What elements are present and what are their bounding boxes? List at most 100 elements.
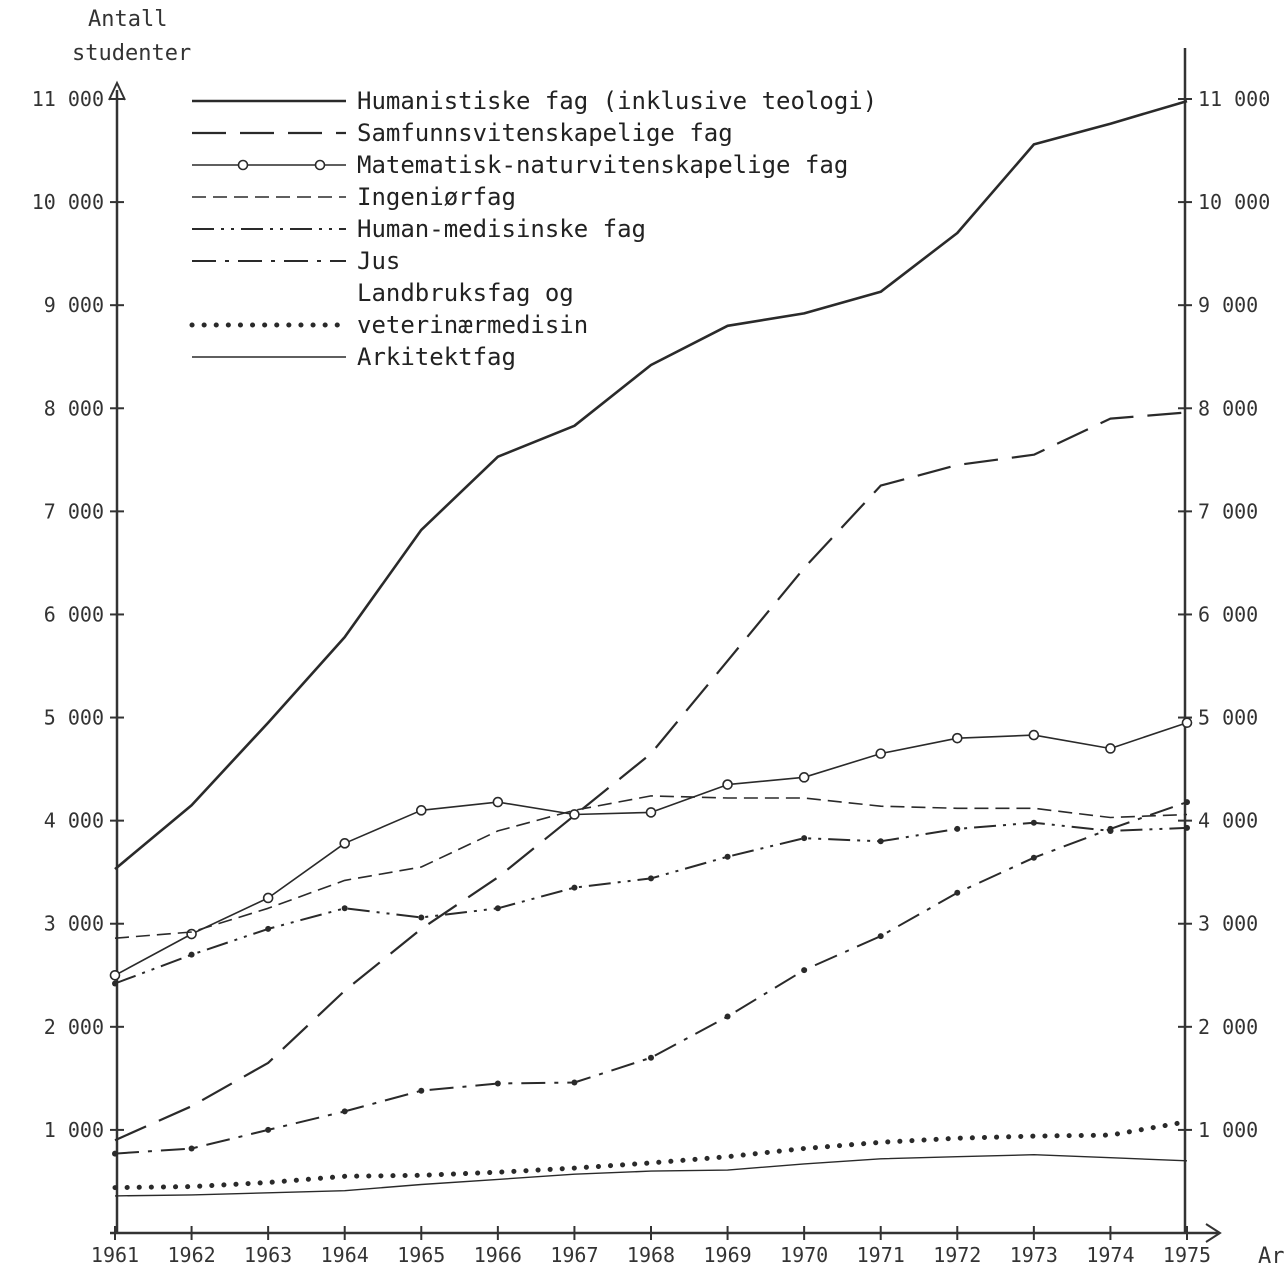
data-point <box>267 1062 269 1064</box>
data-point <box>267 1181 269 1183</box>
data-point <box>571 1079 578 1086</box>
y-tick-label-right: 5 000 <box>1198 706 1258 730</box>
legend-label: Arkitektfag <box>357 343 516 371</box>
x-tick-label: 1972 <box>933 1243 981 1267</box>
data-point <box>418 1087 425 1094</box>
series-7 <box>114 1153 1188 1197</box>
y-tick-label-right: 2 000 <box>1198 1015 1258 1039</box>
y-ticks: 1 000 1 000 2 000 2 000 3 000 3 000 4 000 4 000… <box>32 87 1271 1142</box>
data-point <box>1186 1160 1188 1162</box>
data-point <box>267 722 269 724</box>
data-point <box>267 907 269 909</box>
y-tick-label-right: 7 000 <box>1198 499 1258 523</box>
data-point <box>727 660 729 662</box>
data-point <box>798 772 810 783</box>
legend-label: Landbruksfag og <box>357 279 574 307</box>
data-point <box>1105 743 1116 754</box>
x-ticks: 1961 1962 1963 1964 1965 1966 1967 1968 1969 1970… <box>91 1226 1211 1267</box>
y-axis-left-arrow <box>108 80 126 101</box>
data-point <box>1030 854 1037 861</box>
data-point <box>1033 1154 1035 1156</box>
x-tick-label: 1973 <box>1010 1243 1058 1267</box>
x-tick-label: 1967 <box>550 1243 598 1267</box>
data-point <box>1186 813 1188 815</box>
data-point <box>497 1171 499 1173</box>
series-line <box>114 99 1188 871</box>
data-point <box>497 456 499 458</box>
data-point <box>803 567 805 569</box>
data-point <box>494 905 501 912</box>
data-point <box>492 796 504 808</box>
legend-marker <box>237 159 249 171</box>
y-tick-label-left: 7 000 <box>44 499 104 523</box>
data-point <box>803 797 805 799</box>
data-point <box>954 825 961 832</box>
data-point <box>727 1169 729 1171</box>
data-point <box>114 1139 116 1141</box>
x-tick-label: 1961 <box>91 1243 139 1267</box>
legend-label: Ingeniørfag <box>357 183 516 211</box>
data-point <box>727 797 729 799</box>
legend-marker <box>314 159 326 171</box>
x-tick-label: 1974 <box>1086 1243 1134 1267</box>
data-point <box>112 980 118 987</box>
series-1 <box>114 411 1188 1142</box>
series-4 <box>112 819 1190 987</box>
data-point <box>418 914 425 921</box>
data-point <box>1107 825 1114 832</box>
data-point <box>114 1187 116 1189</box>
data-point <box>262 892 274 904</box>
data-point <box>191 1194 193 1196</box>
series-5 <box>112 799 1190 1157</box>
data-point <box>1186 1121 1188 1123</box>
data-point <box>344 990 346 992</box>
data-point <box>344 1175 346 1177</box>
data-point <box>956 232 958 234</box>
legend: Humanistiske fag (inklusive teologi) Samf… <box>189 87 877 371</box>
x-tick-label: 1970 <box>780 1243 828 1267</box>
data-point <box>191 804 193 806</box>
data-point <box>191 1186 193 1188</box>
data-point <box>341 905 348 912</box>
axes <box>108 48 1222 1243</box>
y-tick-label-left: 10 000 <box>32 190 104 214</box>
data-point <box>265 1126 272 1133</box>
legend-label: Samfunnsvitenskapelige fag <box>357 119 733 147</box>
data-point <box>650 1162 652 1164</box>
series-layer <box>109 99 1193 1197</box>
data-point <box>1186 100 1188 102</box>
legend-label: Matematisk-naturvitenskapelige fag <box>357 151 848 179</box>
data-point <box>954 889 961 896</box>
x-tick-label: 1965 <box>397 1243 445 1267</box>
data-point <box>956 1156 958 1158</box>
data-point <box>956 464 958 466</box>
data-point <box>1186 411 1188 413</box>
data-point <box>803 1147 805 1149</box>
data-point <box>951 732 963 744</box>
data-point <box>267 1192 269 1194</box>
y-tick-label-right: 8 000 <box>1198 396 1258 420</box>
y-tick-label-right: 4 000 <box>1198 809 1258 833</box>
x-tick-label: 1963 <box>244 1243 292 1267</box>
y-tick-label-left: 11 000 <box>32 87 104 111</box>
data-point <box>1033 807 1035 809</box>
data-point <box>573 1173 575 1175</box>
y-tick-label-left: 2 000 <box>44 1015 104 1039</box>
legend-label: Human-medisinske fag <box>357 215 646 243</box>
data-point <box>344 879 346 881</box>
data-point <box>1109 123 1111 125</box>
x-tick-label: 1971 <box>857 1243 905 1267</box>
data-point <box>1030 819 1037 826</box>
data-point <box>186 928 197 940</box>
legend-label: veterinærmedisin <box>357 311 588 339</box>
data-point <box>344 636 346 638</box>
data-point <box>645 807 657 818</box>
y-tick-label-left: 9 000 <box>44 293 104 317</box>
data-point <box>188 1145 195 1152</box>
x-tick-label: 1966 <box>474 1243 522 1267</box>
data-point <box>956 1137 958 1139</box>
y-tick-label-right: 11 000 <box>1198 87 1270 111</box>
legend-label: Jus <box>357 247 400 275</box>
data-point <box>112 1150 118 1157</box>
series-6 <box>112 1119 1190 1191</box>
